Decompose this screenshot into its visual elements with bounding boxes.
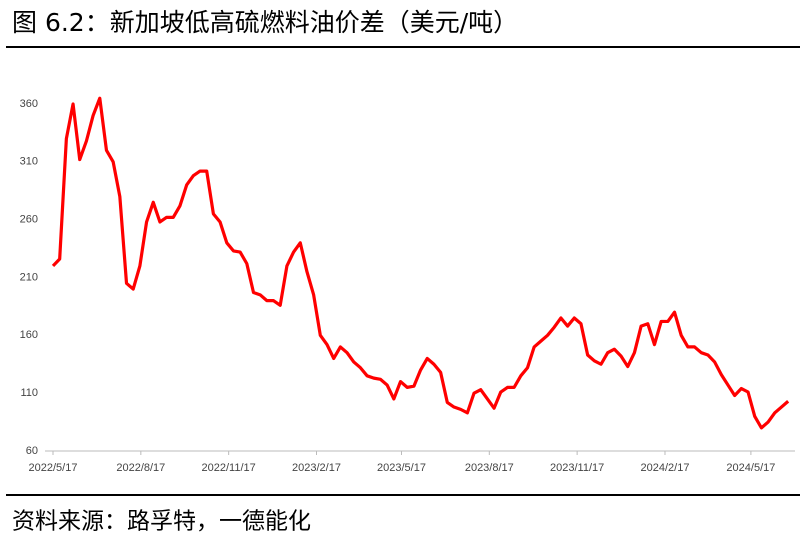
line-series <box>51 96 790 430</box>
chart-title: 图 6.2：新加坡低高硫燃料油价差（美元/吨） <box>12 8 518 37</box>
x-tick-label: 2022/5/17 <box>29 462 78 474</box>
x-tick-label: 2024/5/17 <box>726 462 775 474</box>
y-tick-label: 110 <box>20 387 38 399</box>
y-tick-label: 210 <box>20 271 38 283</box>
x-tick-label: 2023/2/17 <box>292 462 341 474</box>
y-tick-label: 60 <box>26 445 38 457</box>
x-tick-label: 2023/11/17 <box>550 462 604 474</box>
x-tick-label: 2023/8/17 <box>465 462 514 474</box>
x-tick-label: 2024/2/17 <box>641 462 690 474</box>
y-tick-label: 360 <box>20 98 38 110</box>
y-tick-label: 160 <box>20 329 38 341</box>
y-tick-label: 310 <box>20 156 38 168</box>
x-tick-label: 2023/5/17 <box>377 462 426 474</box>
x-tick-label: 2022/8/17 <box>116 462 165 474</box>
source: 资料来源：路孚特，一德能化 <box>12 509 311 535</box>
x-tick-label: 2022/11/17 <box>202 462 256 474</box>
y-tick-label: 260 <box>20 214 38 226</box>
